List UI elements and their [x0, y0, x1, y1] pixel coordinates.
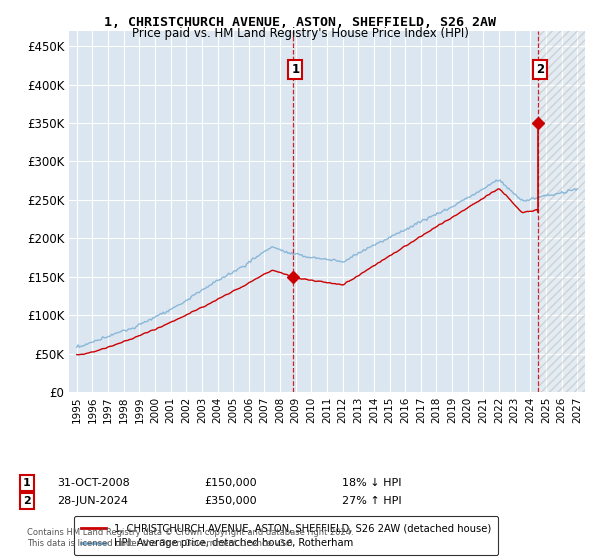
Text: 31-OCT-2008: 31-OCT-2008 [57, 478, 130, 488]
Text: 1: 1 [23, 478, 31, 488]
Text: 28-JUN-2024: 28-JUN-2024 [57, 496, 128, 506]
Bar [538, 31, 585, 392]
Text: 1, CHRISTCHURCH AVENUE, ASTON, SHEFFIELD, S26 2AW: 1, CHRISTCHURCH AVENUE, ASTON, SHEFFIELD… [104, 16, 496, 29]
Text: Contains HM Land Registry data © Crown copyright and database right 2024.
This d: Contains HM Land Registry data © Crown c… [27, 528, 353, 548]
Text: £350,000: £350,000 [204, 496, 257, 506]
Text: 1: 1 [292, 63, 299, 76]
Text: 18% ↓ HPI: 18% ↓ HPI [342, 478, 401, 488]
Text: Price paid vs. HM Land Registry's House Price Index (HPI): Price paid vs. HM Land Registry's House … [131, 27, 469, 40]
Legend: 1, CHRISTCHURCH AVENUE, ASTON, SHEFFIELD, S26 2AW (detached house), HPI: Average: 1, CHRISTCHURCH AVENUE, ASTON, SHEFFIELD… [74, 516, 498, 555]
Text: 2: 2 [536, 63, 544, 76]
Text: £150,000: £150,000 [204, 478, 257, 488]
Text: 2: 2 [23, 496, 31, 506]
Bar [538, 31, 585, 392]
Text: 27% ↑ HPI: 27% ↑ HPI [342, 496, 401, 506]
